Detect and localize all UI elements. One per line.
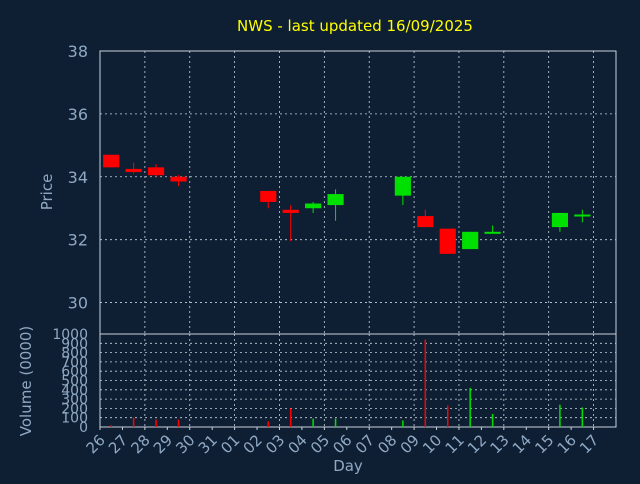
volume-tick-label: 100 xyxy=(61,411,88,427)
volume-tick-label: 600 xyxy=(61,364,88,380)
candle-body xyxy=(282,209,299,213)
candle-body xyxy=(462,231,479,250)
volume-tick-label: 200 xyxy=(61,401,88,417)
candle-body xyxy=(260,190,277,202)
candle-body xyxy=(148,167,165,176)
candle-body xyxy=(551,212,568,228)
price-tick-label: 38 xyxy=(68,42,88,61)
candle-body xyxy=(125,168,142,173)
volume-bar xyxy=(402,420,404,427)
volume-bar xyxy=(446,405,449,427)
candle-body xyxy=(327,194,344,206)
volume-bar xyxy=(559,404,561,427)
volume-tick-label: 900 xyxy=(61,336,88,352)
candle-body xyxy=(394,176,411,196)
volume-bar xyxy=(289,408,292,427)
volume-bar xyxy=(155,419,157,427)
volume-bar xyxy=(177,419,180,427)
volume-bar xyxy=(581,407,584,427)
candle-body xyxy=(305,203,322,209)
volume-tick-label: 700 xyxy=(61,355,88,371)
volume-bar xyxy=(334,418,337,427)
volume-bar xyxy=(267,421,270,427)
price-panel: 30 32 34 36 38 xyxy=(68,42,617,335)
price-tick-label: 30 xyxy=(68,294,88,313)
volume-tick-label: 300 xyxy=(61,392,88,408)
volume-tick-label: 0 xyxy=(79,420,88,436)
volume-bar xyxy=(110,425,112,427)
volume-tick-label: 400 xyxy=(61,383,88,399)
candle-body xyxy=(103,154,120,168)
volume-tick-label: 500 xyxy=(61,374,88,390)
volume-bar xyxy=(491,413,494,427)
volume-bar xyxy=(312,418,314,427)
x-axis-label: Day xyxy=(333,457,363,475)
volume-bar xyxy=(132,417,135,427)
candle-body xyxy=(574,214,591,217)
candle-body xyxy=(484,231,501,234)
price-tick-label: 36 xyxy=(68,105,88,124)
volume-tick-label: 1000 xyxy=(52,327,88,343)
candle-body xyxy=(170,176,187,182)
price-axis-label: Price xyxy=(38,174,56,211)
volume-bar xyxy=(469,387,471,427)
volume-axis-label: Volume (0000) xyxy=(17,326,35,436)
price-tick-label: 34 xyxy=(68,168,88,187)
volume-tick-label: 800 xyxy=(61,346,88,362)
candle-body xyxy=(439,228,456,254)
volume-bar xyxy=(424,339,427,427)
candle-body xyxy=(417,216,434,228)
chart-title: NWS - last updated 16/09/2025 xyxy=(237,17,473,35)
price-tick-label: 32 xyxy=(68,231,88,250)
